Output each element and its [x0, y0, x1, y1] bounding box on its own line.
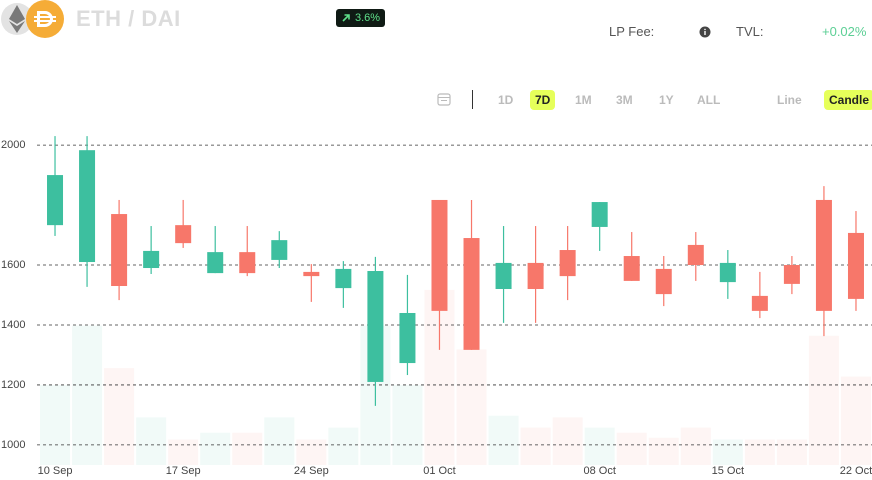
volume-bar	[488, 415, 519, 465]
token-icons	[1, 0, 64, 38]
candle-body	[207, 252, 224, 274]
y-tick-label: 1600	[1, 259, 25, 271]
calendar-icon[interactable]	[437, 92, 451, 106]
volume-bar	[648, 437, 679, 465]
y-tick-label: 1200	[1, 379, 25, 391]
mode-button[interactable]: Candle	[824, 90, 872, 110]
range-button[interactable]: 3M	[616, 93, 633, 107]
candle-body	[783, 265, 800, 284]
candle-body	[591, 202, 608, 227]
change-value: 3.6%	[355, 12, 381, 24]
candle-body	[527, 262, 544, 290]
candle-body	[623, 256, 640, 281]
divider	[472, 90, 473, 109]
candle-body	[815, 199, 832, 311]
volume-bar	[776, 439, 807, 465]
candle-body	[239, 252, 256, 274]
volume-bar	[200, 432, 231, 465]
volume-bar	[232, 432, 263, 465]
tvl-label: TVL:	[736, 24, 764, 39]
candle-body	[367, 271, 384, 382]
volume-bar	[168, 439, 199, 465]
candle-body	[303, 271, 320, 277]
volume-bar	[680, 427, 711, 465]
volume-bar	[616, 432, 647, 465]
x-tick-label: 22 Oct	[840, 465, 872, 477]
candle-body	[271, 240, 288, 260]
volume-bar	[392, 385, 423, 465]
range-button[interactable]: ALL	[697, 93, 721, 107]
candle-body	[79, 150, 96, 263]
volume-bar	[40, 385, 71, 465]
volume-bar	[744, 439, 775, 465]
candle-body	[847, 232, 864, 299]
candle-body	[399, 312, 416, 364]
y-tick-label: 1000	[1, 439, 25, 451]
range-button[interactable]: 1D	[498, 93, 514, 107]
candle-body	[751, 295, 768, 311]
volume-bar	[808, 335, 839, 465]
volume-bar	[136, 417, 167, 465]
y-tick-label: 2000	[1, 139, 25, 151]
volume-bar	[104, 368, 135, 465]
tvl-value: +0.02%	[822, 24, 867, 39]
candle-body	[655, 268, 672, 295]
change-badge: 3.6%	[336, 9, 386, 27]
info-icon[interactable]	[699, 26, 711, 38]
candle-body	[47, 175, 64, 226]
x-tick-label: 24 Sep	[294, 465, 329, 477]
volume-bar	[456, 349, 487, 465]
mode-button[interactable]: Line	[777, 93, 802, 107]
candle-body	[463, 238, 480, 350]
volume-bar	[296, 439, 327, 465]
candle-body	[495, 262, 512, 290]
x-tick-label: 15 Oct	[712, 465, 744, 477]
x-tick-label: 01 Oct	[423, 465, 455, 477]
candle-body	[559, 250, 576, 277]
candle-body	[175, 225, 192, 244]
candle-body	[687, 244, 704, 266]
volume-bar	[840, 376, 871, 465]
volume-bar	[72, 325, 103, 465]
candle-body	[431, 199, 448, 311]
pair-title: ETH / DAI	[76, 6, 181, 31]
arrow-icon	[342, 14, 350, 22]
volume-bar	[264, 417, 295, 465]
candle-body	[143, 250, 160, 269]
volume-bar	[584, 427, 615, 465]
candle-body	[719, 262, 736, 283]
y-tick-label: 1400	[1, 319, 25, 331]
range-button[interactable]: 7D	[530, 90, 556, 110]
x-tick-label: 08 Oct	[583, 465, 615, 477]
volume-bar	[552, 417, 583, 465]
candle-body	[111, 214, 128, 287]
candle-body	[335, 268, 352, 289]
x-tick-label: 17 Sep	[166, 465, 201, 477]
volume-bar	[328, 427, 359, 465]
x-tick-label: 10 Sep	[38, 465, 73, 477]
range-button[interactable]: 1Y	[659, 93, 674, 107]
volume-bar	[712, 439, 743, 465]
lp-fee-label: LP Fee:	[609, 24, 655, 39]
range-button[interactable]: 1M	[575, 93, 592, 107]
volume-bar	[520, 427, 551, 465]
